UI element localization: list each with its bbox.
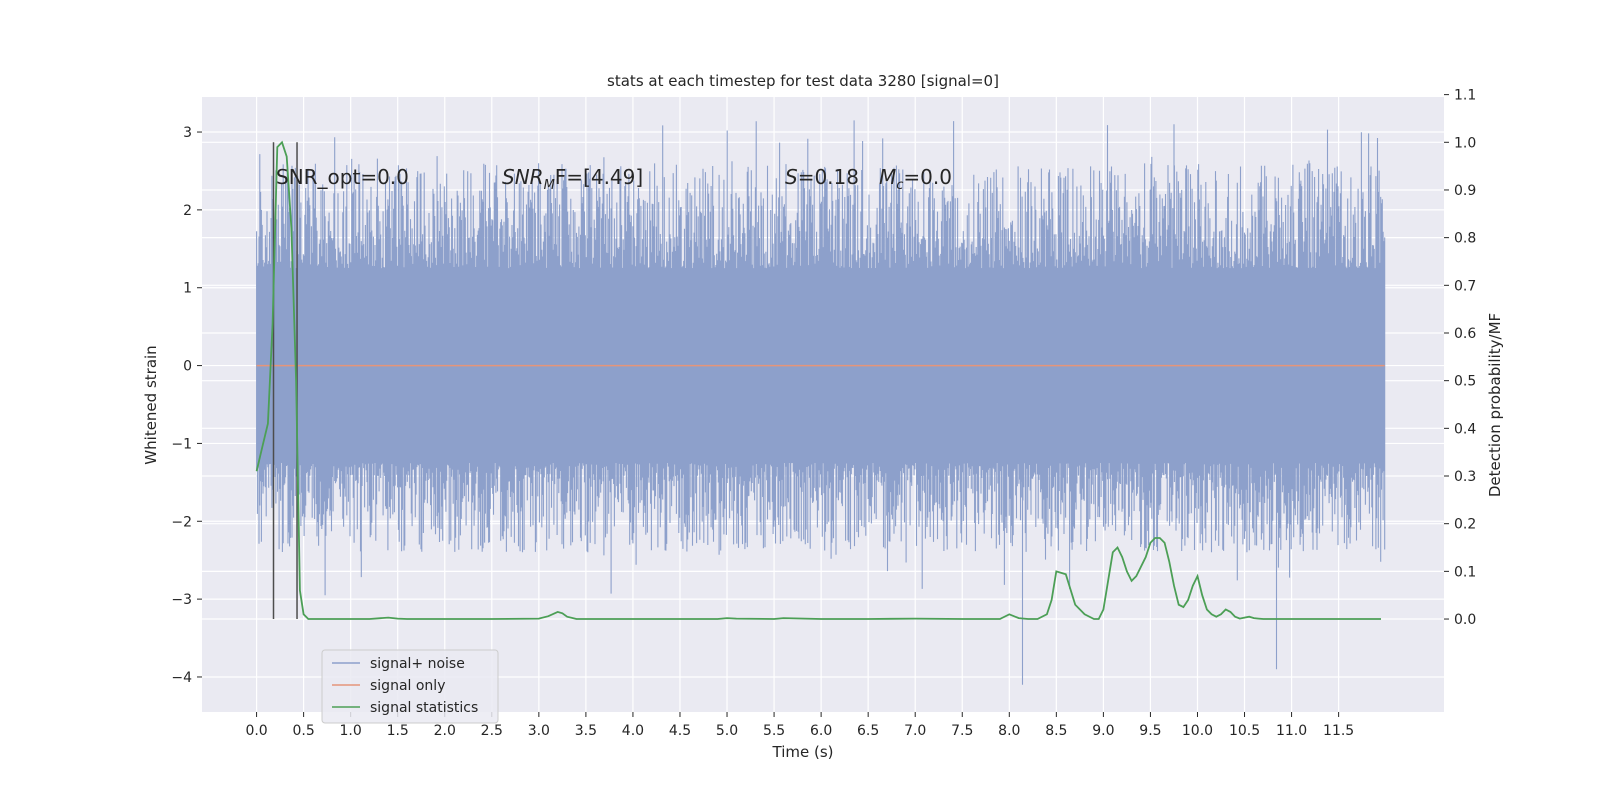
y2-tick-label: 0.6 [1454,326,1476,342]
annotation-snr-mf-rest: F=[4.49] [555,165,643,189]
x-tick-label: 3.5 [575,723,597,739]
x-tick-label: 10.0 [1182,723,1213,739]
x-tick-label: 6.5 [857,723,879,739]
annotation-s-rest: =0.18 [798,165,859,189]
y-tick-label: 0 [183,359,192,375]
event-markers [272,142,298,620]
y2-tick-label: 0.8 [1454,231,1476,247]
x-tick-label: 1.5 [387,723,409,739]
annotation-mc-base: M [879,165,896,189]
y2-tick-label: 0.0 [1454,612,1476,628]
legend-label-signal-statistics: signal statistics [370,700,478,716]
x-tick-label: 3.0 [528,723,550,739]
y2-tick-label: 1.0 [1454,135,1476,151]
y2-tick-label: 0.7 [1454,278,1476,294]
y2-tick-label: 0.3 [1454,469,1476,485]
x-tick-label: 9.0 [1092,723,1114,739]
x-tick-label: 4.5 [669,723,691,739]
y-tick-label: 1 [183,281,192,297]
legend-label-signal-only: signal only [370,678,445,694]
annotation-s: S=0.18 [785,165,859,189]
y2-tick-label: 0.5 [1454,374,1476,390]
x-tick-label: 4.0 [622,723,644,739]
y-axis-ticks: −4 −3 −2 −1 0 1 2 3 [171,125,202,686]
x-tick-label: 9.5 [1139,723,1161,739]
annotation-mc: Mc=0.0 [879,165,952,193]
x-tick-label: 7.5 [951,723,973,739]
y2-tick-label: 0.4 [1454,421,1476,437]
y-tick-label: −3 [171,592,192,608]
annotation-snr-mf: SNRMF=[4.49] [502,165,643,193]
y2-tick-label: 0.9 [1454,183,1476,199]
x-axis-ticks: 0.0 0.5 1.0 1.5 2.0 2.5 3.0 3.5 4.0 4.5 5.0 5.5 6.0 6… [245,712,1354,739]
y-tick-label: −1 [171,436,192,452]
y2-tick-label: 0.1 [1454,564,1476,580]
annotation-mc-sub: c [896,178,903,193]
x-tick-label: 0.5 [292,723,314,739]
y2-axis-label: Detection probability/MF [1486,313,1504,497]
y-tick-label: −4 [171,670,192,686]
y-tick-label: 3 [183,125,192,141]
y-tick-label: 2 [183,203,192,219]
y-tick-label: −2 [171,514,192,530]
x-axis-label: Time (s) [772,743,834,761]
x-tick-label: 0.0 [245,723,267,739]
annotation-mc-rest: =0.0 [903,165,952,189]
annotation-s-name: S [785,165,798,189]
annotation-snr-mf-base: SNR [502,165,544,189]
x-tick-label: 2.5 [481,723,503,739]
y2-axis-ticks: 0.0 0.1 0.2 0.3 0.4 0.5 0.6 0.7 0.8 0.9 1.0 1.1 [1444,88,1476,628]
legend-label-signal-noise: signal+ noise [370,656,465,672]
x-tick-label: 11.5 [1323,723,1354,739]
legend-frame [321,649,499,724]
chart-legend: signal+ noise signal only signal statist… [321,649,499,724]
x-tick-label: 5.5 [763,723,785,739]
y2-tick-label: 1.1 [1454,88,1476,104]
chart-title: stats at each timestep for test data 328… [607,72,999,90]
x-tick-label: 5.0 [716,723,738,739]
y2-tick-label: 0.2 [1454,517,1476,533]
y-axis-label: Whitened strain [142,345,160,464]
annotation-snr-opt: SNR_opt=0.0 [276,165,409,189]
x-tick-label: 8.0 [998,723,1020,739]
x-tick-label: 10.5 [1229,723,1260,739]
x-tick-label: 7.0 [904,723,926,739]
x-tick-label: 11.0 [1276,723,1307,739]
annotation-snr-mf-sub: M [544,178,555,193]
x-tick-label: 1.0 [340,723,362,739]
noise-trace [256,120,1386,685]
x-tick-label: 6.0 [810,723,832,739]
plot-area [202,94,1444,712]
series-signal-statistics [255,140,1381,620]
x-tick-label: 2.0 [434,723,456,739]
x-tick-label: 8.5 [1045,723,1067,739]
